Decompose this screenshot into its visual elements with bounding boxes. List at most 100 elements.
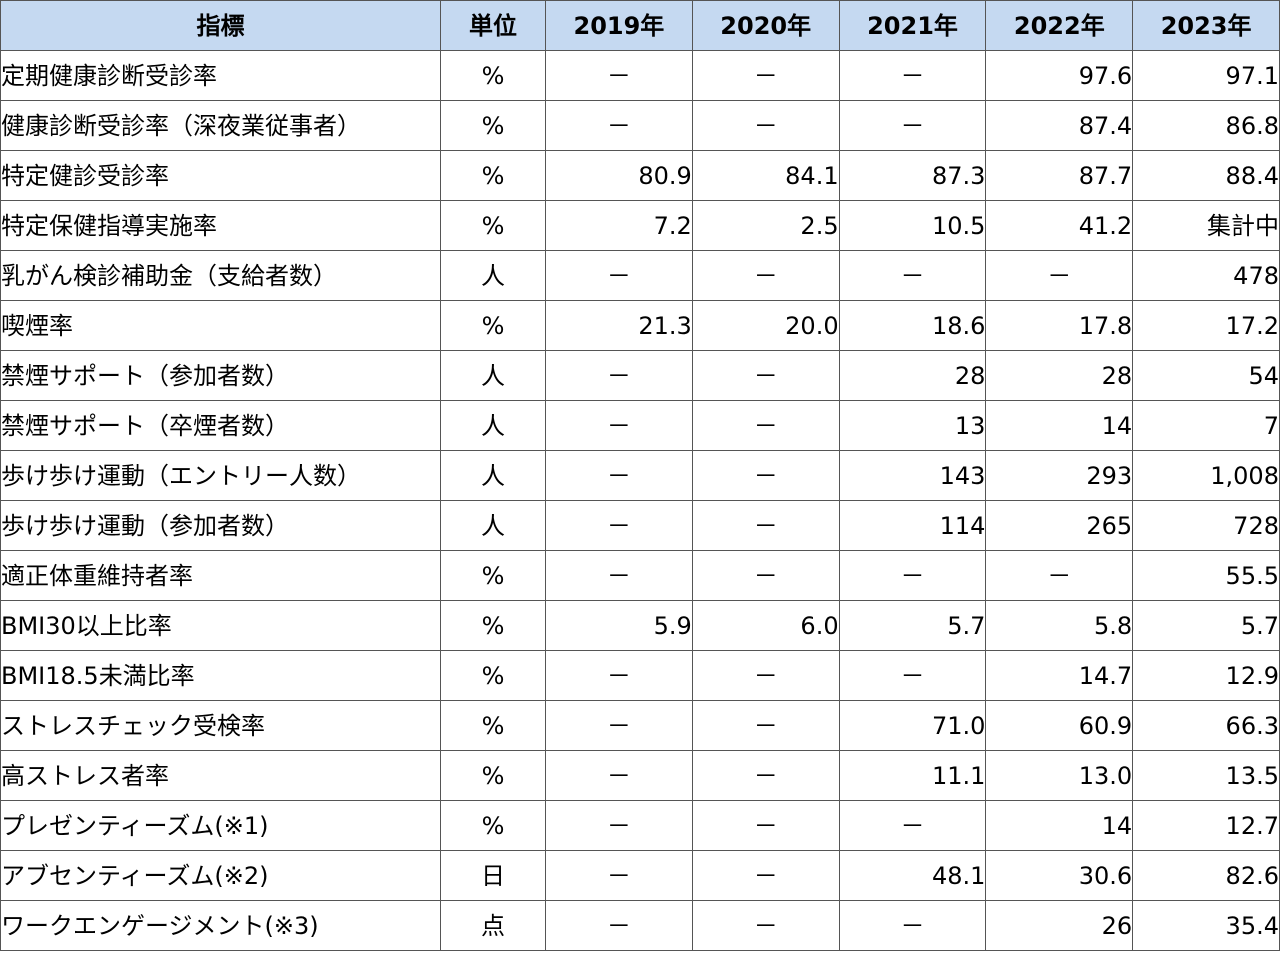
value-cell: － [691,800,840,851]
header-row: 指標 単位 2019年 2020年 2021年 2022年 2023年 [0,0,1280,51]
indicator-cell: 特定健診受診率 [0,150,441,201]
indicator-cell: 歩け歩け運動（参加者数） [0,500,441,551]
value-cell: 60.9 [985,700,1134,751]
value-cell: － [838,100,987,151]
value-cell: 10.5 [838,200,987,251]
value-cell: 13 [838,400,987,451]
value-cell: － [691,250,840,301]
value-cell: 13.5 [1132,750,1280,801]
value-cell: 55.5 [1132,550,1280,601]
value-cell: － [838,250,987,301]
value-cell: － [545,350,693,401]
value-cell: 5.7 [1132,600,1280,651]
value-cell: 87.7 [985,150,1134,201]
header-unit: 単位 [440,0,546,51]
value-cell: － [691,900,840,951]
value-cell: － [545,500,693,551]
indicator-cell: 歩け歩け運動（エントリー人数） [0,450,441,501]
value-cell: 143 [838,450,987,501]
value-cell: － [691,450,840,501]
value-cell: － [691,850,840,901]
value-cell: 88.4 [1132,150,1280,201]
table-row: 乳がん検診補助金（支給者数）人－－－－ 478 [0,250,1280,301]
unit-cell: 人 [440,450,546,501]
value-cell: 97.6 [985,50,1134,101]
value-cell: 114 [838,500,987,551]
value-cell: － [838,900,987,951]
table-row: 歩け歩け運動（参加者数）人－－ 114 265 728 [0,500,1280,551]
value-cell: 35.4 [1132,900,1280,951]
value-cell: 54 [1132,350,1280,401]
value-cell: 1,008 [1132,450,1280,501]
value-cell: 41.2 [985,200,1134,251]
unit-cell: % [440,650,546,701]
value-cell: 71.0 [838,700,987,751]
unit-cell: 日 [440,850,546,901]
indicator-cell: アブセンティーズム(※2) [0,850,441,901]
value-cell: 28 [985,350,1134,401]
value-cell: － [545,750,693,801]
value-cell: － [545,400,693,451]
value-cell: － [691,350,840,401]
indicator-cell: ワークエンゲージメント(※3) [0,900,441,951]
table-row: ストレスチェック受検率% －－ 71.0 60.9 66.3 [0,700,1280,751]
value-cell: － [545,900,693,951]
value-cell: 12.9 [1132,650,1280,701]
header-year-2022: 2022年 [985,0,1134,51]
value-cell: 2.5 [691,200,840,251]
unit-cell: % [440,550,546,601]
unit-cell: % [440,800,546,851]
indicator-cell: 適正体重維持者率 [0,550,441,601]
header-year-2020: 2020年 [691,0,840,51]
value-cell: 5.9 [545,600,693,651]
table-row: 高ストレス者率% －－ 11.1 13.0 13.5 [0,750,1280,801]
table-row: 特定健診受診率% 80.9 84.1 87.3 87.7 88.4 [0,150,1280,201]
value-cell: － [691,650,840,701]
value-cell: － [691,500,840,551]
value-cell: － [691,550,840,601]
unit-cell: 人 [440,500,546,551]
table-row: アブセンティーズム(※2) 日－－ 48.1 30.6 82.6 [0,850,1280,901]
unit-cell: % [440,200,546,251]
unit-cell: % [440,600,546,651]
header-year-2019: 2019年 [545,0,693,51]
table-row: BMI18.5未満比率% －－－ 14.7 12.9 [0,650,1280,701]
value-cell: 12.7 [1132,800,1280,851]
value-cell: 84.1 [691,150,840,201]
table-row: 歩け歩け運動（エントリー人数）人－－ 143 293 1,008 [0,450,1280,501]
value-cell: － [838,650,987,701]
value-cell: 26 [985,900,1134,951]
value-cell: － [691,100,840,151]
value-cell: 6.0 [691,600,840,651]
value-cell: － [545,450,693,501]
value-cell: － [838,800,987,851]
value-cell: － [545,50,693,101]
value-cell: － [545,550,693,601]
value-cell: 14 [985,800,1134,851]
value-cell: 728 [1132,500,1280,551]
header-indicator: 指標 [0,0,441,51]
value-cell: 80.9 [545,150,693,201]
indicator-cell: 乳がん検診補助金（支給者数） [0,250,441,301]
value-cell: 87.4 [985,100,1134,151]
header-year-2023: 2023年 [1132,0,1280,51]
value-cell: 5.8 [985,600,1134,651]
indicator-cell: プレゼンティーズム(※1) [0,800,441,851]
value-cell: 11.1 [838,750,987,801]
unit-cell: % [440,300,546,351]
value-cell: 48.1 [838,850,987,901]
table-row: 健康診断受診率（深夜業従事者）% －－－ 87.4 86.8 [0,100,1280,151]
value-cell: － [838,550,987,601]
indicator-cell: BMI30以上比率 [0,600,441,651]
value-cell: 293 [985,450,1134,501]
unit-cell: % [440,50,546,101]
value-cell: 97.1 [1132,50,1280,101]
value-cell: 7.2 [545,200,693,251]
unit-cell: % [440,750,546,801]
indicator-cell: ストレスチェック受検率 [0,700,441,751]
unit-cell: 人 [440,350,546,401]
unit-cell: 人 [440,400,546,451]
unit-cell: % [440,150,546,201]
value-cell: 17.2 [1132,300,1280,351]
